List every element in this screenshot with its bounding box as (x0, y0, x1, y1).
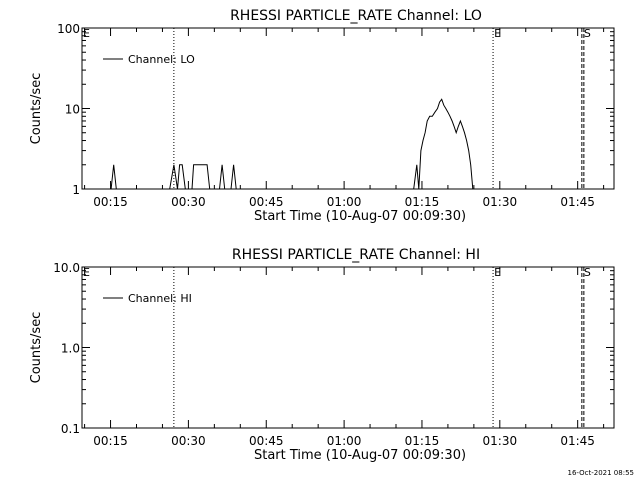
panel-1-title: RHESSI PARTICLE_RATE Channel: LO (230, 8, 482, 24)
panel-1-x-tick-label: 01:30 (483, 195, 518, 209)
panel-2-x-tick-label: 00:45 (249, 434, 284, 448)
panel-1-x-axis-label: Start Time (10-Aug-07 00:09:30) (254, 209, 466, 224)
footer-timestamp: 16-Oct-2021 08:55 (567, 469, 634, 477)
panel-2-x-tick-label: 00:15 (93, 434, 128, 448)
panel-2-y-axis-label: Counts/sec (29, 312, 44, 384)
panel-2-marker-label-s: S (584, 266, 591, 279)
panel-2-y-tick-label: 0.1 (61, 422, 80, 436)
panel-1-y-tick-label: 100 (57, 22, 80, 36)
panel-1-legend-label: Channel: LO (128, 53, 195, 66)
panel-2-title: RHESSI PARTICLE_RATE Channel: HI (232, 247, 480, 263)
panel-2-marker-label-e: E (494, 266, 501, 279)
panel-2-y-tick-label: 10.0 (53, 261, 80, 275)
panel-2-x-axis-label: Start Time (10-Aug-07 00:09:30) (254, 448, 466, 463)
panel-1-x-tick-label: 01:00 (327, 195, 362, 209)
panel-1-y-tick-label: 1 (72, 183, 80, 197)
panel-1-x-tick-label: 00:15 (93, 195, 128, 209)
panel-2-x-tick-label: 01:45 (560, 434, 595, 448)
panel-1-x-tick-label: 00:30 (171, 195, 206, 209)
panel-1-marker-label-e: E (83, 27, 90, 40)
panel-1-y-axis-label: Counts/sec (29, 73, 44, 145)
panel-1-x-tick-label: 00:45 (249, 195, 284, 209)
panel-1-series-line (110, 98, 474, 190)
panel-2-x-tick-label: 01:00 (327, 434, 362, 448)
panel-1-y-tick-label: 10 (65, 103, 80, 117)
panel-2-y-tick-label: 1.0 (61, 342, 80, 356)
panel-2-x-tick-label: 00:30 (171, 434, 206, 448)
panel-2-x-tick-label: 01:15 (405, 434, 440, 448)
panel-1-marker-label-e: E (494, 27, 501, 40)
panel-2-x-tick-label: 01:30 (483, 434, 518, 448)
panel-2-legend-label: Channel: HI (128, 292, 192, 305)
panel-1-x-tick-label: 01:45 (560, 195, 595, 209)
panel-1-x-tick-label: 01:15 (405, 195, 440, 209)
panel-2-marker-label-e: E (83, 266, 90, 279)
panel-1-marker-label-s: S (584, 27, 591, 40)
